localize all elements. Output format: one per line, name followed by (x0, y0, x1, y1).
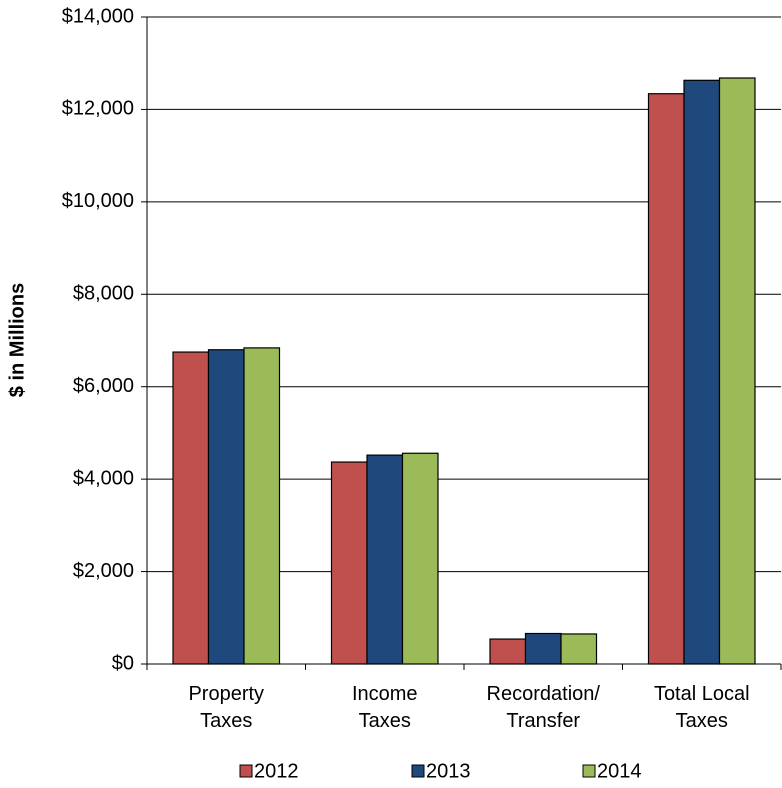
bar (243, 347, 281, 665)
bar (718, 77, 756, 665)
y-tick-label: $14,000 (62, 5, 134, 27)
bar (401, 452, 439, 665)
y-tick-label: $10,000 (62, 190, 134, 212)
legend-label: 2013 (426, 760, 471, 782)
x-tick-label: Income Taxes (351, 683, 418, 732)
y-tick-label: $12,000 (62, 98, 134, 120)
y-tick-label: $4,000 (73, 467, 134, 489)
bar (560, 633, 598, 665)
bar (524, 632, 562, 665)
bar (330, 461, 368, 665)
bar (647, 93, 685, 665)
bar (366, 454, 404, 665)
legend-swatch (411, 764, 425, 778)
y-tick-label: $0 (112, 652, 134, 674)
legend-swatch (582, 764, 596, 778)
y-tick-label: $8,000 (73, 283, 134, 305)
bar (683, 79, 721, 665)
y-tick-label: $6,000 (73, 375, 134, 397)
legend-swatch (239, 764, 253, 778)
bar (489, 638, 527, 665)
x-tick-label: Total Local Taxes (653, 683, 750, 732)
legend-label: 2012 (254, 760, 299, 782)
bar (207, 349, 245, 665)
y-axis-label: $ in Millions (6, 283, 28, 397)
bar (172, 351, 210, 665)
x-tick-label: Property Taxes (188, 683, 265, 732)
legend-label: 2014 (597, 760, 642, 782)
x-tick-label: Recordation/ Transfer (486, 683, 600, 732)
y-tick-label: $2,000 (73, 560, 134, 582)
